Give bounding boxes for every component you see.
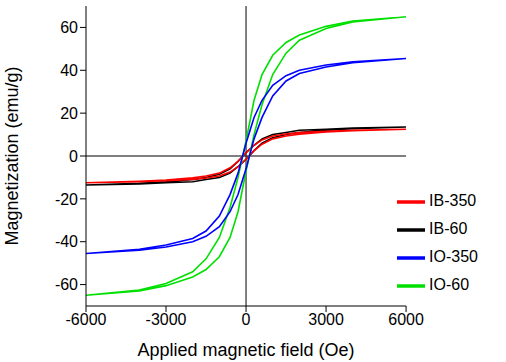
html-text:IB-350: IB-350 <box>429 192 477 210</box>
svg-text:6000: 6000 <box>388 311 424 328</box>
svg-text:40: 40 <box>60 62 78 79</box>
svg-text:0: 0 <box>242 311 251 328</box>
svg-text:Magnetization (emu/g): Magnetization (emu/g) <box>2 66 22 245</box>
svg-text:60: 60 <box>60 19 78 36</box>
svg-text:0: 0 <box>69 148 78 165</box>
svg-text:-20: -20 <box>55 191 78 208</box>
svg-text:3000: 3000 <box>308 311 344 328</box>
html-text:IB-60: IB-60 <box>429 220 468 238</box>
svg-text:20: 20 <box>60 105 78 122</box>
svg-text:-40: -40 <box>55 233 78 250</box>
svg-text:-60: -60 <box>55 276 78 293</box>
svg-text:Applied magnetic field (Oe): Applied magnetic field (Oe) <box>137 340 354 360</box>
svg-text:-3000: -3000 <box>146 311 187 328</box>
html-text:IO-60: IO-60 <box>429 276 470 294</box>
svg-text:-6000: -6000 <box>66 311 107 328</box>
html-text:IO-350: IO-350 <box>429 248 478 266</box>
